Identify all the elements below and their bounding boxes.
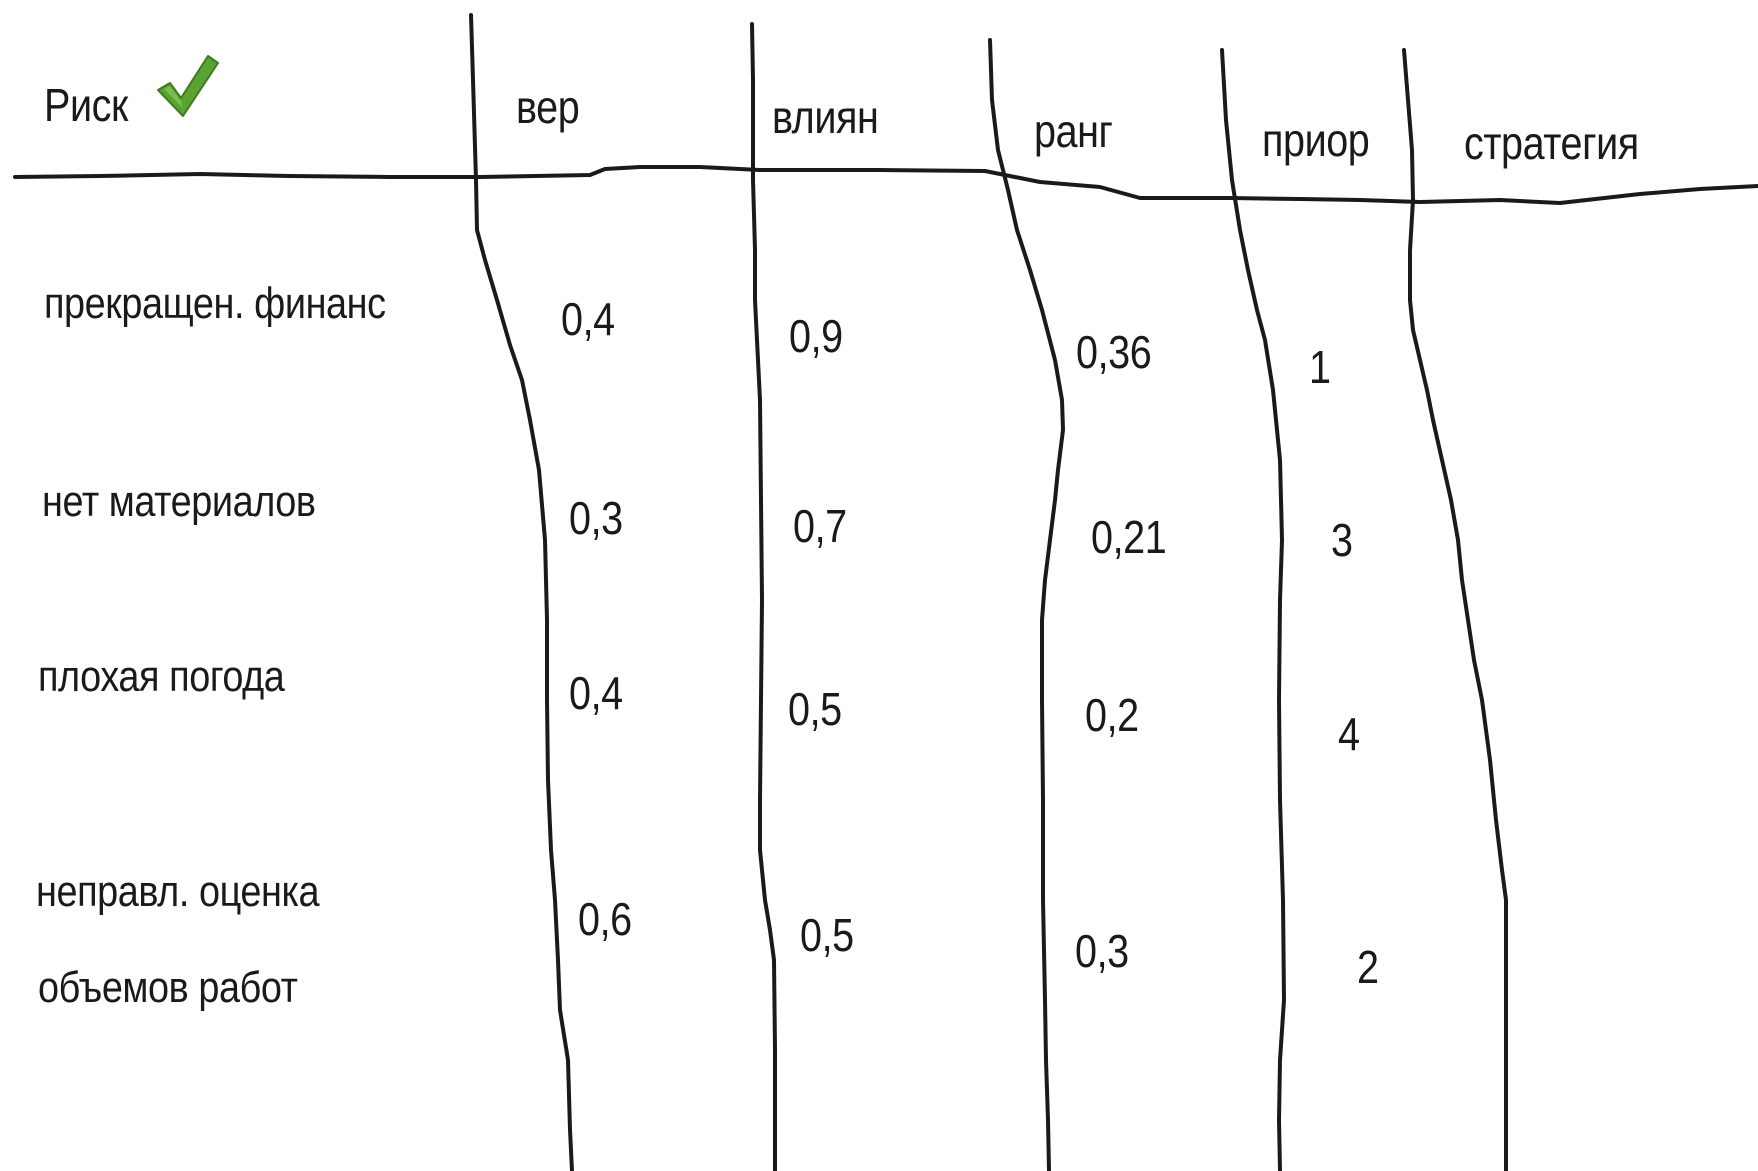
header-rank: ранг — [1034, 105, 1113, 157]
header-divider-line — [13, 165, 1758, 205]
row-3-priority: 4 — [1338, 708, 1360, 760]
row-1-risk: прекращен. финанс — [44, 279, 386, 328]
column-divider-rank-priority — [1220, 48, 1286, 1171]
row-3-rank: 0,2 — [1085, 689, 1139, 741]
row-2-priority: 3 — [1331, 514, 1353, 566]
row-3-risk: плохая погода — [38, 652, 285, 701]
row-4-risk-line-1: неправл. оценка — [36, 867, 320, 916]
header-priority: приор — [1262, 114, 1370, 166]
header-risk: Риск — [44, 79, 128, 131]
row-2-impact: 0,7 — [793, 500, 847, 552]
column-divider-impact-rank — [988, 38, 1065, 1171]
row-1-rank: 0,36 — [1076, 326, 1152, 378]
column-divider-priority-strategy — [1402, 48, 1508, 1171]
row-4-probability: 0,6 — [578, 893, 632, 945]
row-4-rank: 0,3 — [1075, 925, 1129, 977]
row-4-risk-line-2: объемов работ — [38, 963, 298, 1012]
row-2-risk: нет материалов — [42, 477, 316, 526]
header-probability: вер — [516, 81, 580, 133]
column-divider-risk-probability — [469, 13, 574, 1171]
row-2-rank: 0,21 — [1091, 511, 1167, 563]
column-divider-probability-impact — [750, 22, 777, 1171]
row-2-probability: 0,3 — [569, 492, 623, 544]
row-4-priority: 2 — [1357, 941, 1379, 993]
row-1-impact: 0,9 — [789, 310, 843, 362]
row-3-impact: 0,5 — [788, 683, 842, 735]
row-1-probability: 0,4 — [561, 293, 615, 345]
header-strategy: стратегия — [1464, 117, 1639, 169]
row-3-probability: 0,4 — [569, 667, 623, 719]
check-mark-icon — [157, 55, 219, 117]
row-1-priority: 1 — [1309, 341, 1331, 393]
header-impact: влиян — [772, 91, 879, 143]
row-4-impact: 0,5 — [800, 909, 854, 961]
